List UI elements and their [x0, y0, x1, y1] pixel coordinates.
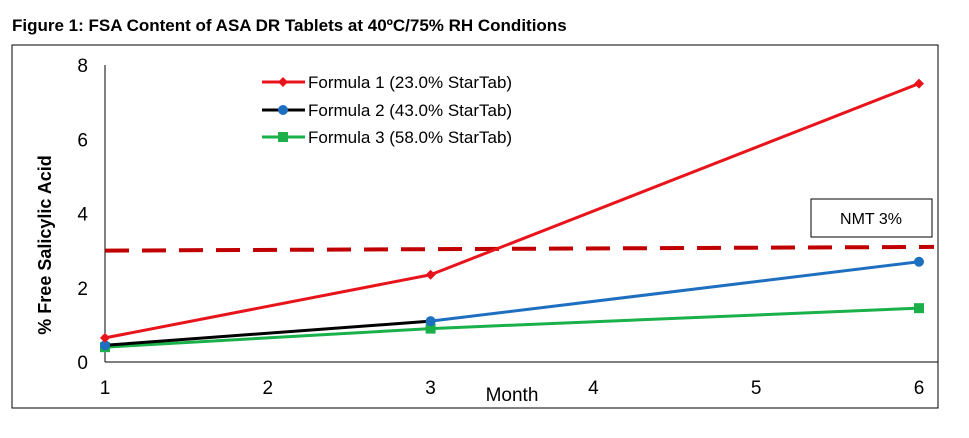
chart-frame [11, 44, 939, 409]
diamond-marker [425, 269, 436, 280]
series-line-segment [104, 273, 431, 340]
diamond-marker [278, 77, 288, 87]
square-marker [914, 303, 924, 314]
y-tick-label: 4 [77, 205, 88, 226]
circle-marker [425, 316, 436, 327]
y-tick-label: 8 [77, 56, 88, 77]
circle-marker [914, 256, 924, 267]
x-tick-label: 5 [751, 378, 762, 399]
tick-labels: 0 2 4 6 8 1 2 3 4 5 6 [77, 56, 924, 399]
legend-item-formula-3: Formula 3 (58.0% StarTab) [262, 128, 512, 147]
y-axis-title: % Free Salicylic Acid [35, 155, 55, 334]
legend: Formula 1 (23.0% StarTab) Formula 2 (43.0… [262, 73, 512, 147]
series-formula-2 [100, 256, 924, 351]
square-marker [425, 323, 436, 334]
diamond-marker [914, 78, 924, 89]
legend-label: Formula 1 (23.0% StarTab) [308, 73, 512, 92]
series-line-segment [104, 319, 431, 347]
x-tick-label: 4 [588, 378, 599, 399]
diamond-marker [100, 332, 110, 343]
legend-item-formula-2: Formula 2 (43.0% StarTab) [262, 101, 512, 120]
axes [104, 65, 938, 363]
y-tick-label: 2 [77, 279, 88, 300]
annotation-label: NMT 3% [840, 211, 902, 228]
series-formula-1 [100, 78, 924, 343]
x-tick-label: 6 [914, 378, 925, 399]
square-marker [278, 132, 288, 142]
x-axis-title: Month [486, 385, 539, 406]
series-line-segment [104, 327, 431, 349]
annotation-group: NMT 3% [810, 198, 933, 238]
x-tick-label: 3 [425, 378, 436, 399]
annotation-box [810, 198, 933, 238]
circle-marker [278, 105, 288, 115]
circle-marker [100, 340, 110, 351]
legend-label: Formula 2 (43.0% StarTab) [308, 101, 512, 120]
series-line-segment [430, 82, 920, 277]
y-tick-label: 0 [77, 353, 88, 374]
series-line-segment [430, 306, 920, 331]
series-group [100, 78, 924, 353]
series-line-segment [430, 260, 920, 323]
y-tick-label: 6 [77, 130, 88, 151]
legend-label: Formula 3 (58.0% StarTab) [308, 128, 512, 147]
legend-item-formula-1: Formula 1 (23.0% StarTab) [262, 73, 512, 92]
x-tick-label: 1 [100, 378, 111, 399]
x-tick-label: 2 [263, 378, 274, 399]
figure-title: Figure 1: FSA Content of ASA DR Tablets … [12, 16, 567, 35]
nmt-reference-line [104, 244, 935, 253]
reference-line-group [104, 244, 935, 253]
